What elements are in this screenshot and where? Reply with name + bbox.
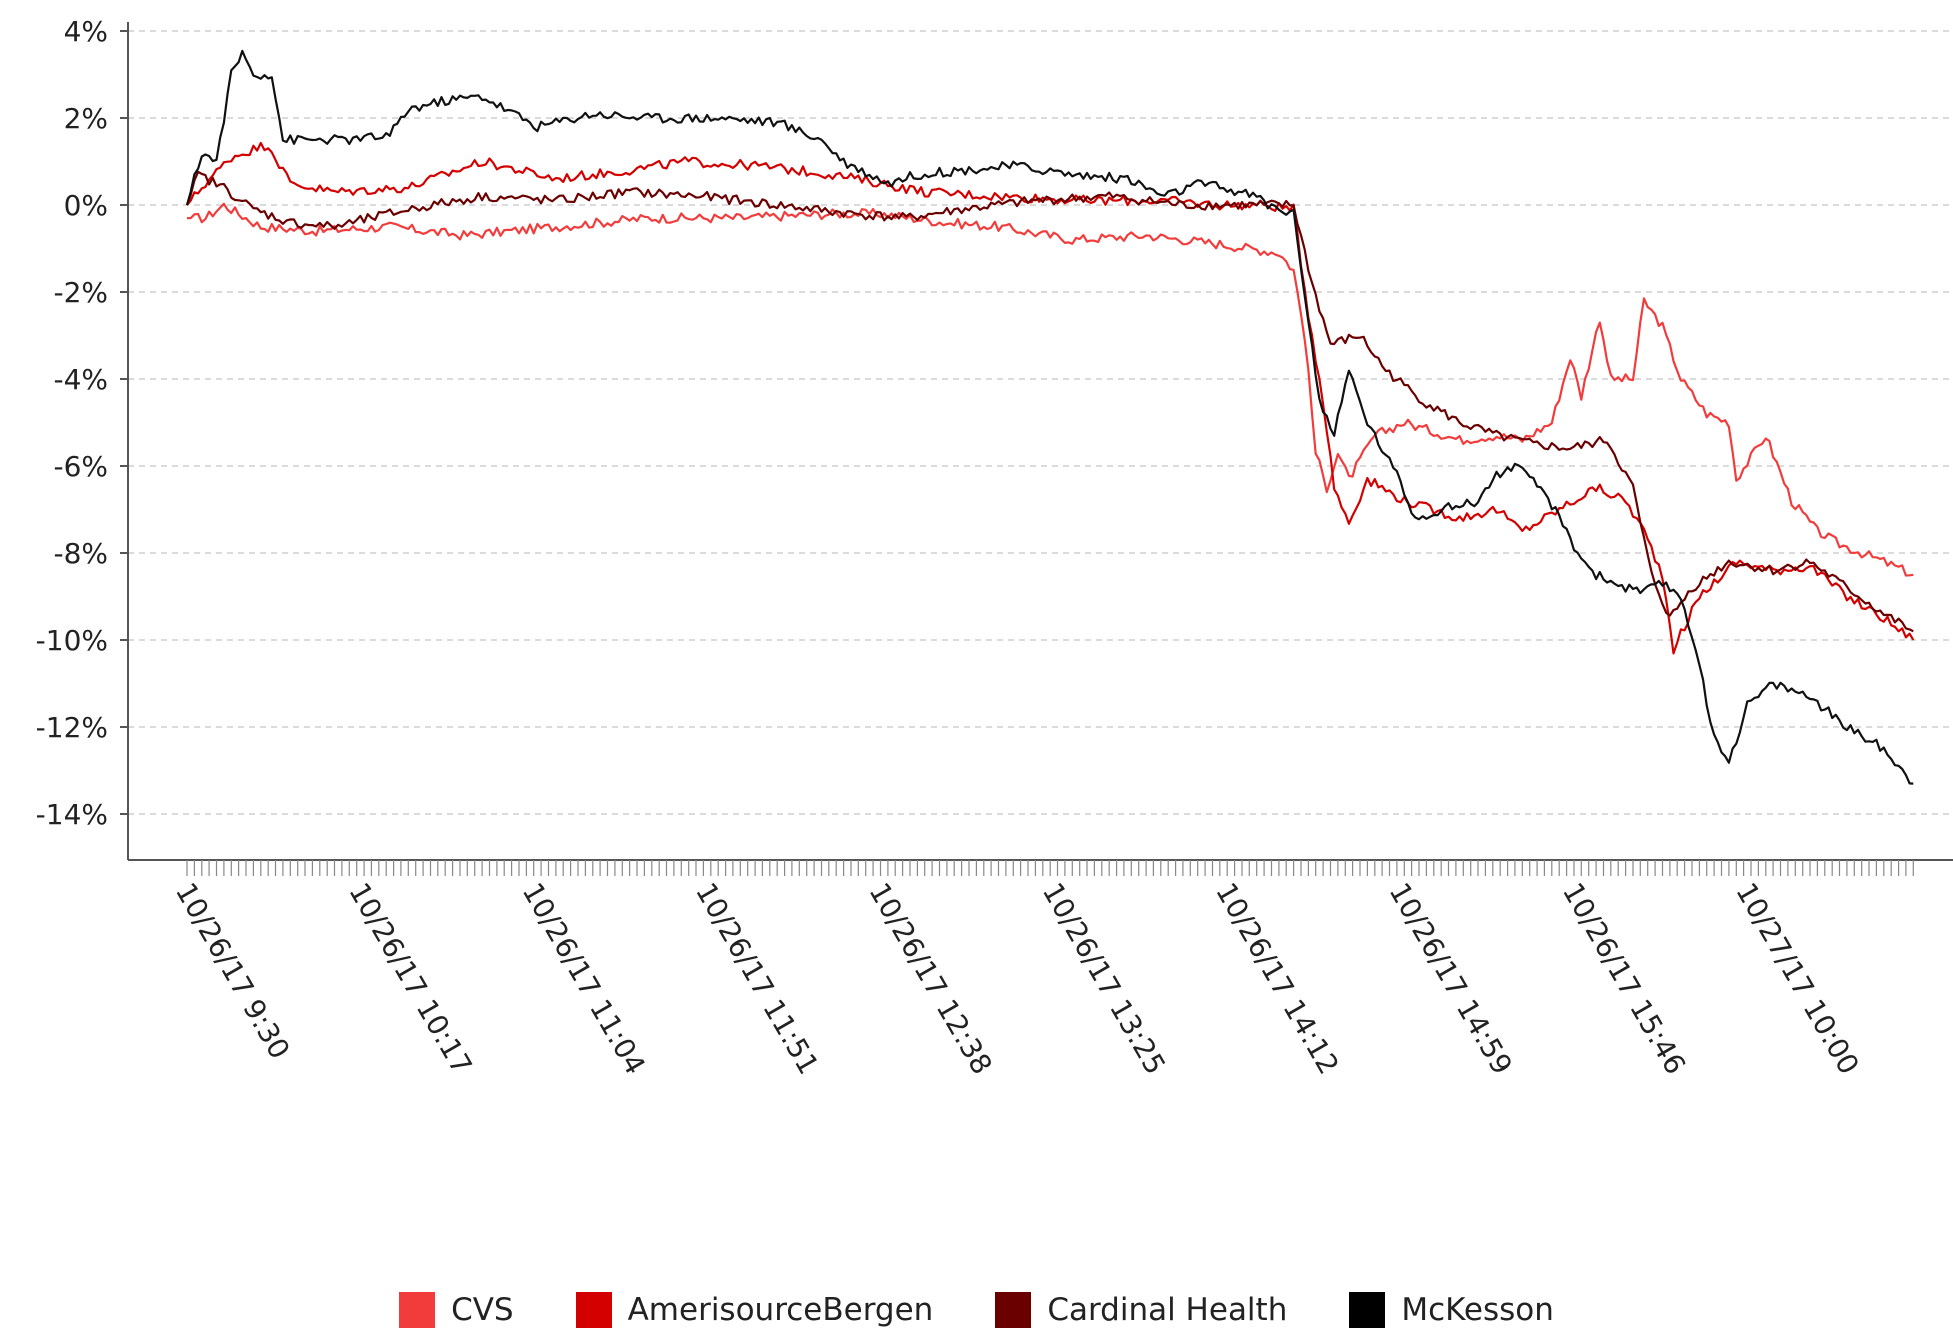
x-axis-ticks: 10/26/17 9:30 10/26/17 10:17 10/26/17 11:0… — [169, 877, 1866, 1080]
legend-item-cardinal-health[interactable]: Cardinal Health — [995, 1292, 1287, 1328]
y-tick-label: -10% — [36, 624, 108, 657]
x-tick-label: 10/26/17 14:59 — [1383, 877, 1519, 1080]
x-tick-label: 10/26/17 12:38 — [862, 877, 998, 1080]
y-tick-label: -2% — [53, 276, 108, 309]
legend-label-amerisourcebergen: AmerisourceBergen — [627, 1292, 934, 1328]
legend-label-mckesson: McKesson — [1401, 1292, 1554, 1328]
series-line-cardinal-health — [185, 170, 1914, 633]
y-tick-label: 4% — [64, 15, 108, 48]
legend-label-cardinal-health: Cardinal Health — [1047, 1292, 1288, 1328]
legend-swatch-amerisourcebergen — [575, 1292, 612, 1328]
series-line-cvs — [187, 202, 1914, 577]
y-tick-label: 0% — [64, 189, 108, 222]
legend-item-cvs[interactable]: CVS — [399, 1292, 514, 1328]
gridlines — [128, 30, 1953, 815]
legend-label-cvs: CVS — [451, 1292, 514, 1328]
y-tick-label: -6% — [53, 450, 108, 483]
x-tick-label: 10/27/17 10:00 — [1729, 877, 1865, 1080]
x-tick-label: 10/26/17 11:04 — [516, 877, 652, 1080]
x-tick-label: 10/26/17 11:51 — [689, 877, 825, 1080]
legend-swatch-mckesson — [1349, 1292, 1386, 1328]
y-tick-label: -14% — [36, 798, 108, 831]
legend-item-amerisourcebergen[interactable]: AmerisourceBergen — [575, 1292, 934, 1328]
y-tick-label: -12% — [36, 711, 108, 744]
x-axis-minor-ticks — [186, 860, 1914, 876]
series-line-mckesson — [185, 49, 1914, 785]
x-tick-label: 10/26/17 10:17 — [342, 877, 478, 1080]
y-tick-label: -4% — [53, 363, 108, 396]
legend-swatch-cvs — [399, 1292, 436, 1328]
legend-swatch-cardinal-health — [995, 1292, 1032, 1328]
x-minor-ticks — [186, 860, 1914, 876]
y-tick-label: 2% — [64, 102, 108, 135]
x-tick-label: 10/26/17 9:30 — [169, 877, 296, 1065]
y-axis-ticks: 4% 2% 0% -2% -4% -6% -8% -10% -12% -14% — [36, 15, 128, 831]
legend-item-mckesson[interactable]: McKesson — [1349, 1292, 1554, 1328]
y-tick-label: -8% — [53, 537, 108, 570]
series-line-amerisourcebergen — [186, 141, 1915, 655]
x-tick-label: 10/26/17 14:12 — [1209, 877, 1345, 1080]
x-tick-label: 10/26/17 15:46 — [1556, 877, 1692, 1080]
x-tick-label: 10/26/17 13:25 — [1036, 877, 1172, 1080]
legend: CVS AmerisourceBergen Cardinal Health Mc… — [0, 1292, 1953, 1328]
series-lines — [185, 49, 1915, 785]
